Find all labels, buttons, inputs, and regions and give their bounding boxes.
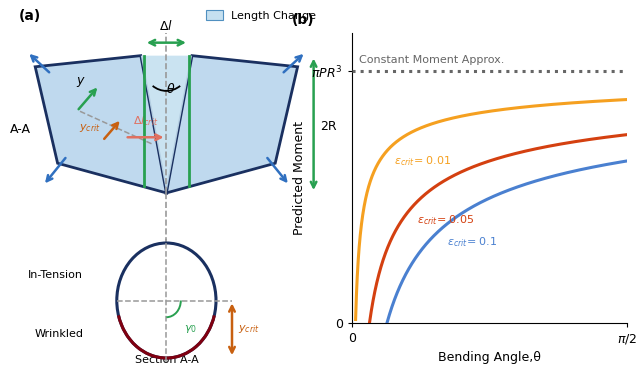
Text: $\theta$: $\theta$ — [166, 82, 176, 96]
Text: $y_{crit}$: $y_{crit}$ — [79, 122, 101, 134]
Polygon shape — [141, 56, 192, 193]
Polygon shape — [35, 56, 166, 193]
Text: $\Delta l$: $\Delta l$ — [159, 19, 173, 33]
Text: A-A: A-A — [10, 123, 31, 137]
Text: $\varepsilon_{crit}$= 0.05: $\varepsilon_{crit}$= 0.05 — [417, 213, 474, 227]
Text: $y_{crit}$: $y_{crit}$ — [239, 323, 260, 335]
Text: $\gamma_0$: $\gamma_0$ — [184, 323, 197, 335]
Text: (b): (b) — [291, 13, 314, 27]
Text: $\varepsilon_{crit}$= 0.01: $\varepsilon_{crit}$= 0.01 — [394, 155, 452, 168]
Circle shape — [117, 243, 216, 358]
Text: In-Tension: In-Tension — [28, 270, 83, 279]
Legend: Length Change: Length Change — [202, 6, 321, 25]
Text: Section A-A: Section A-A — [134, 355, 198, 365]
Text: 2R: 2R — [320, 119, 337, 133]
Text: y: y — [76, 74, 84, 87]
Text: Wrinkled: Wrinkled — [34, 329, 83, 339]
Text: (a): (a) — [19, 9, 42, 23]
Text: Constant Moment Approx.: Constant Moment Approx. — [359, 55, 504, 65]
Y-axis label: Predicted Moment: Predicted Moment — [293, 121, 306, 235]
Polygon shape — [166, 56, 298, 193]
Text: $\Delta l_{crit}$: $\Delta l_{crit}$ — [132, 114, 159, 128]
Text: $\varepsilon_{crit}$= 0.1: $\varepsilon_{crit}$= 0.1 — [447, 235, 497, 249]
X-axis label: Bending Angle,θ: Bending Angle,θ — [438, 351, 541, 364]
